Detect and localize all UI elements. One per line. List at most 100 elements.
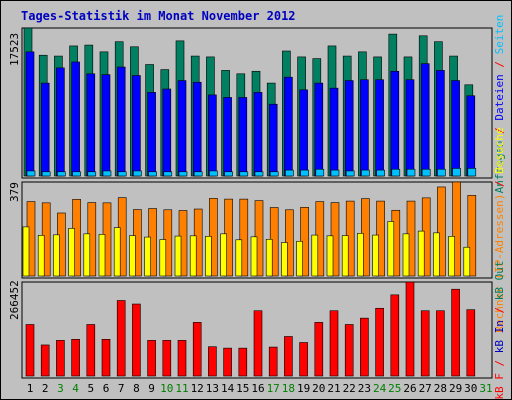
bar-seiten (193, 171, 203, 177)
bar-seiten (26, 170, 36, 177)
bar-dateien (390, 70, 400, 177)
bar-dateien (466, 95, 476, 177)
bar-seiten (133, 170, 142, 177)
bar-dateien (436, 70, 445, 177)
bar-kb-f (329, 310, 339, 377)
bar-dateien (116, 66, 126, 177)
legend-entry: / (493, 174, 506, 194)
bar-kb-f (101, 339, 111, 377)
bar-kb-f (177, 340, 187, 377)
bar-seiten (148, 171, 157, 177)
bar-seiten (345, 170, 355, 177)
bar-dateien (284, 76, 293, 177)
bar-seiten (437, 168, 446, 177)
bar-besuche (189, 235, 197, 277)
x-tick-label: 6 (103, 382, 110, 395)
bar-seiten (178, 171, 188, 177)
bar-seiten (224, 171, 233, 177)
bar-kb-f (132, 303, 141, 377)
bar-kb-f (451, 288, 460, 377)
legend-text: kB F / kB In / kB Out (493, 260, 506, 399)
bar-kb-f (466, 309, 476, 377)
x-tick-label: 21 (327, 382, 340, 395)
bar-dateien (132, 75, 141, 177)
legend-entry: Seiten (493, 15, 506, 55)
bar-dateien (405, 79, 415, 177)
panel3-ymax-label: 266452 (8, 280, 21, 320)
legend-entry: Dateien (493, 74, 506, 120)
bar-dateien (375, 79, 384, 177)
bar-dateien (344, 80, 354, 177)
legend-entry: / (493, 54, 506, 74)
bar-dateien (71, 61, 80, 177)
bar-besuche (463, 246, 471, 277)
bar-kb-f (344, 324, 354, 377)
x-tick-label: 20 (312, 382, 325, 395)
chart-title: Tages-Statistik im Monat November 2012 (21, 9, 296, 23)
bar-seiten (117, 171, 127, 177)
x-tick-label: 22 (343, 382, 356, 395)
legend-entry: Anfragen (493, 140, 506, 193)
bar-besuche (387, 221, 395, 277)
bar-dateien (40, 82, 50, 177)
bar-besuche (281, 242, 288, 277)
legend-entry: kB In (493, 320, 506, 353)
panel1-legend: Anfragen / Dateien / Seiten (493, 15, 506, 194)
x-axis-day-labels: 1 2 3 4 5 6 7 8 9 10 11 12 13 14 15 16 17 18 19 20 21 22 23 24 2… (27, 382, 493, 395)
bar-rechner (437, 186, 446, 277)
bar-seiten (269, 171, 279, 177)
bar-kb-f (436, 310, 445, 377)
bar-besuche (53, 234, 60, 277)
bar-seiten (102, 170, 112, 177)
bar-seiten (254, 171, 264, 177)
legend-text: Anfragen / Dateien / Seiten (493, 15, 506, 194)
bar-besuche (433, 232, 440, 277)
panel3-legend: kB F / kB In / kB Out (493, 260, 506, 399)
x-tick-label: 10 (160, 382, 173, 395)
bar-seiten (406, 168, 416, 177)
bar-seiten (391, 168, 401, 177)
bar-dateien (223, 97, 232, 177)
bar-besuche (311, 234, 319, 277)
x-tick-label: 14 (221, 382, 235, 395)
panel1-ymax-label: 17523 (8, 33, 21, 66)
bar-kb-f (420, 310, 430, 377)
x-tick-label: 5 (87, 382, 94, 395)
bar-besuche (448, 236, 455, 277)
bar-dateien (299, 89, 308, 177)
bar-kb-f (86, 324, 96, 377)
bar-kb-f (25, 324, 35, 377)
bar-kb-f (299, 342, 308, 377)
x-tick-label: 12 (191, 382, 204, 395)
bar-seiten (376, 169, 385, 177)
bar-besuche (68, 228, 75, 277)
bar-besuche (113, 227, 121, 277)
x-tick-label: 17 (267, 382, 280, 395)
bar-kb-f (208, 346, 217, 377)
bar-kb-f (40, 344, 50, 377)
bar-seiten (87, 171, 97, 177)
legend-entry: / (493, 300, 506, 320)
x-tick-label: 4 (72, 382, 79, 395)
bar-besuche (159, 239, 167, 277)
bar-seiten (361, 169, 370, 177)
bar-kb-f (314, 322, 324, 377)
bar-besuche (129, 235, 136, 277)
bar-kb-f (71, 339, 80, 377)
bar-kb-f (192, 322, 202, 377)
x-tick-label: 31 (479, 382, 492, 395)
x-tick-label: 3 (57, 382, 64, 395)
legend-entry: / (493, 121, 506, 141)
x-tick-label: 8 (133, 382, 140, 395)
x-tick-label: 23 (358, 382, 371, 395)
bar-dateien (420, 63, 430, 177)
bar-seiten (315, 168, 325, 177)
bar-dateien (25, 51, 35, 177)
bar-besuche (326, 235, 334, 277)
bar-dateien (329, 87, 339, 177)
bar-seiten (285, 169, 294, 177)
bar-seiten (467, 168, 477, 177)
bar-besuche (250, 236, 258, 277)
bar-besuche (402, 233, 410, 277)
